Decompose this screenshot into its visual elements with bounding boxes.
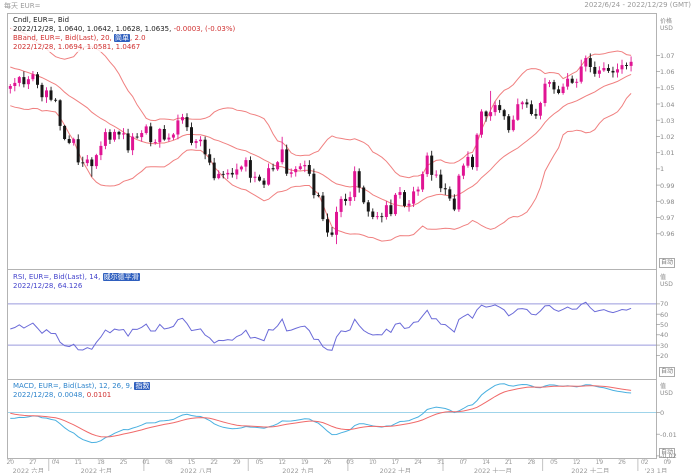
candle-values-line: 2022/12/28, 1.0640, 1.0642, 1.0628, 1.06…	[13, 25, 236, 33]
macd-axis-title: 值 USD	[660, 383, 673, 397]
autoscale-rsi-button[interactable]: 自动	[659, 367, 676, 377]
x-axis-week-tick: 05	[550, 459, 558, 466]
bband-series-label[interactable]: BBand, EUR=, Bid(Last), 20, 简单, 2.0	[13, 34, 146, 42]
x-axis-week-tick: 09	[663, 459, 672, 466]
x-axis-week-tick: 02	[640, 459, 649, 466]
x-axis-week-tick: 12	[572, 459, 581, 466]
macd-values-line: 2022/12/28, 0.0048, 0.0101	[13, 391, 112, 399]
x-axis-week-tick: 20	[6, 459, 15, 466]
autoscale-macd-button[interactable]: 自动	[659, 448, 676, 458]
x-axis-week-tick: 26	[618, 459, 626, 466]
rsi-axis-tick: 70	[660, 300, 669, 309]
x-axis-week-tick: 04	[51, 459, 60, 466]
x-axis-week-tick: 10	[368, 459, 377, 466]
price-axis-tick: 1.07	[660, 51, 675, 60]
price-axis-tick: 1.01	[660, 149, 675, 158]
price-axis-tick: 1.04	[660, 100, 675, 109]
price-axis-tick: 1.06	[660, 68, 675, 77]
rsi-axis-tick: 50	[660, 321, 669, 330]
panel-divider-main-rsi[interactable]	[7, 269, 657, 270]
bband-ma-type-selector[interactable]: 简单	[114, 34, 130, 42]
rsi-series-label[interactable]: RSI, EUR=, Bid(Last), 14, 威尔德平滑	[13, 273, 140, 281]
rsi-values-line: 2022/12/28, 64.126	[13, 282, 83, 290]
rsi-axis-tick: 30	[660, 341, 669, 350]
rsi-axis-title: 值 USD	[660, 274, 673, 288]
macd-axis-tick: 0	[660, 408, 665, 417]
x-axis-week-tick: 11	[74, 459, 82, 466]
x-axis-month-label: 2022 七月	[80, 467, 113, 473]
x-axis-week-tick: 01	[142, 459, 150, 466]
x-axis-month-label: 2022 十一月	[473, 467, 512, 473]
x-axis-week-tick: 22	[210, 459, 218, 466]
x-axis-week-tick: 17	[391, 459, 400, 466]
panel-divider-rsi-macd[interactable]	[7, 379, 657, 380]
x-axis-week-tick: 08	[165, 459, 173, 466]
macd-series-label[interactable]: MACD, EUR=, Bid(Last), 12, 26, 9, 指数	[13, 382, 151, 390]
price-axis-tick: 1	[660, 165, 665, 174]
price-axis-tick: 1.02	[660, 132, 675, 141]
x-axis-month-label: 2022 十二月	[571, 467, 610, 473]
x-axis-week-tick: 26	[323, 459, 332, 466]
x-axis-week-tick: 14	[482, 459, 490, 466]
x-axis-week-tick: 24	[414, 459, 422, 466]
x-axis-month-label: 2022 六月	[12, 467, 45, 473]
price-axis-tick: 1.05	[660, 84, 675, 93]
price-axis-tick: 0.99	[660, 181, 675, 190]
x-axis-week-tick: 31	[436, 459, 445, 466]
rsi-legend: RSI, EUR=, Bid(Last), 14, 威尔德平滑 2022/12/…	[11, 273, 142, 291]
price-axis-tick: 1.03	[660, 116, 675, 125]
x-axis-week-tick: 12	[278, 459, 286, 466]
macd-legend: MACD, EUR=, Bid(Last), 12, 26, 9, 指数 202…	[11, 382, 153, 400]
macd-ma-type-selector[interactable]: 指数	[134, 382, 151, 390]
macd-axis-tick: -0.01	[660, 430, 677, 439]
main-axis-title: 价格 USD	[660, 18, 673, 32]
interval-symbol-label[interactable]: 每天 EUR=	[4, 2, 41, 10]
price-axis-tick: 0.96	[660, 230, 675, 239]
x-axis-week-tick: 15	[187, 459, 196, 466]
date-range-label: 2022/6/24 - 2022/12/29 (GMT)	[584, 1, 691, 9]
bband-values-line: 2022/12/28, 1.0694, 1.0581, 1.0467	[13, 43, 141, 51]
price-axis-tick: 0.98	[660, 197, 675, 206]
rsi-axis-tick: 60	[660, 310, 669, 319]
x-axis-week-tick: 19	[595, 459, 604, 466]
x-axis-week-tick: 28	[527, 459, 536, 466]
x-axis-week-tick: 19	[300, 459, 309, 466]
x-axis-month-label: '23 1月	[644, 467, 668, 473]
x-axis-week-tick: 05	[255, 459, 264, 466]
macd-axis-tick: -0.02	[660, 452, 677, 461]
x-axis-week-tick: 07	[459, 459, 468, 466]
rsi-axis-tick: 40	[660, 331, 669, 340]
rsi-axis-tick: 20	[660, 351, 669, 360]
x-axis-month-label: 2022 九月	[282, 467, 314, 473]
price-axis-tick: 0.97	[660, 214, 675, 223]
x-axis-week-tick: 18	[97, 459, 105, 466]
x-axis-month-label: 2022 十月	[379, 467, 412, 473]
x-axis-week-tick: 25	[119, 459, 128, 466]
x-axis-month-label: 2022 八月	[180, 467, 212, 473]
candle-series-label[interactable]: Cndl, EUR=, Bid	[13, 16, 70, 24]
x-axis-week-tick: 21	[504, 459, 513, 466]
x-axis-week-tick: 29	[232, 459, 241, 466]
macd-signal-value: 0.0101	[86, 391, 112, 399]
x-axis-week-tick: 27	[29, 459, 37, 466]
candle-change-value: -0.0003, (-0.03%)	[173, 25, 236, 33]
autoscale-main-button[interactable]: 自动	[659, 258, 676, 268]
main-legend: Cndl, EUR=, Bid 2022/12/28, 1.0640, 1.06…	[11, 16, 238, 52]
rsi-smoothing-selector[interactable]: 威尔德平滑	[102, 273, 140, 281]
x-axis-week-tick: 03	[346, 459, 354, 466]
